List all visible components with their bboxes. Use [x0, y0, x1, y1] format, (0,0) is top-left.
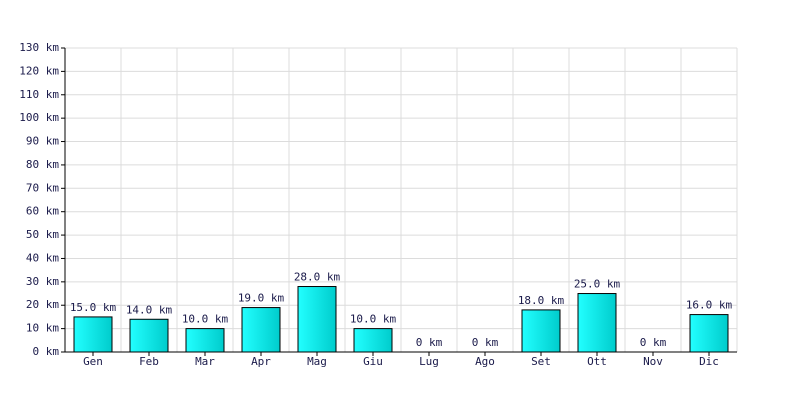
y-tick-label: 60 km [26, 205, 59, 218]
y-tick-label: 40 km [26, 251, 59, 264]
data-label: 25.0 km [574, 278, 621, 291]
data-label: 18.0 km [518, 294, 565, 307]
x-tick-label: Dic [699, 355, 719, 368]
data-label: 0 km [416, 336, 443, 349]
x-tick-label: Feb [139, 355, 159, 368]
data-label: 15.0 km [70, 301, 117, 314]
y-tick-label: 100 km [19, 111, 59, 124]
bar [353, 328, 393, 353]
x-tick-label: Gen [83, 355, 103, 368]
bar [577, 293, 617, 353]
x-tick-label: Giu [363, 355, 383, 368]
y-tick-label: 50 km [26, 228, 59, 241]
bar [73, 316, 113, 353]
x-tick-label: Apr [251, 355, 271, 368]
bar [129, 318, 169, 353]
bar [241, 307, 281, 353]
y-tick-label: 90 km [26, 135, 59, 148]
y-tick-label: 10 km [26, 322, 59, 335]
x-tick-label: Mag [307, 355, 327, 368]
y-tick-label: 120 km [19, 64, 59, 77]
bar [689, 314, 729, 353]
data-label: 16.0 km [686, 299, 733, 312]
data-label: 10.0 km [350, 313, 397, 326]
y-tick-label: 110 km [19, 88, 59, 101]
y-tick-label: 0 km [33, 345, 60, 358]
x-tick-label: Set [531, 355, 551, 368]
y-tick-label: 30 km [26, 275, 59, 288]
x-tick-label: Nov [643, 355, 663, 368]
data-label: 28.0 km [294, 271, 341, 284]
x-tick-label: Lug [419, 355, 439, 368]
y-tick-label: 20 km [26, 298, 59, 311]
data-label: 10.0 km [182, 313, 229, 326]
y-tick-label: 70 km [26, 181, 59, 194]
bar [297, 286, 337, 353]
data-label: 14.0 km [126, 303, 173, 316]
x-tick-label: Mar [195, 355, 215, 368]
x-tick-label: Ott [587, 355, 607, 368]
data-label: 19.0 km [238, 292, 285, 305]
bar [185, 328, 225, 353]
y-tick-label: 130 km [19, 41, 59, 54]
data-label: 0 km [472, 336, 499, 349]
y-tick-label: 80 km [26, 158, 59, 171]
bar [521, 309, 561, 353]
data-label: 0 km [640, 336, 667, 349]
x-tick-label: Ago [475, 355, 495, 368]
